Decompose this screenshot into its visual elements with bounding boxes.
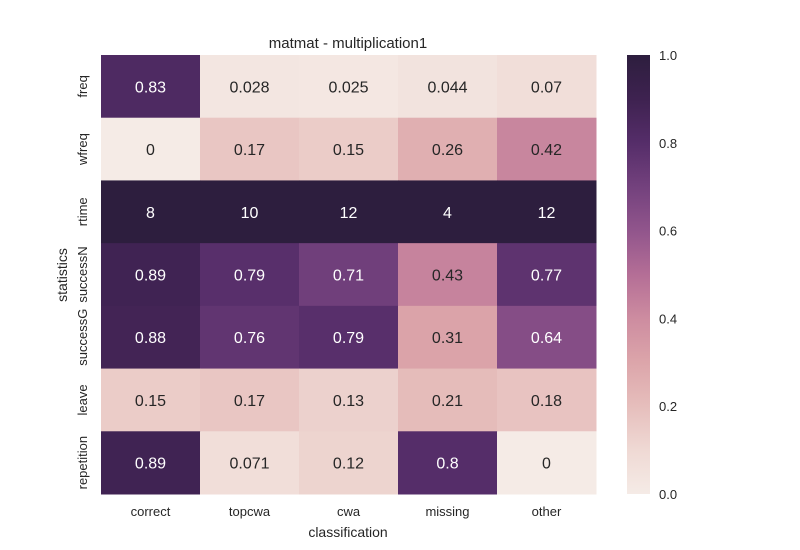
cell-value-label: 0.17 <box>234 393 265 410</box>
heatmap-cell <box>398 431 498 495</box>
heatmap-cell <box>101 55 201 119</box>
x-tick-label: missing <box>425 504 469 519</box>
cell-value-label: 12 <box>538 205 556 222</box>
cell-value-label: 0.64 <box>531 330 562 347</box>
heatmap-cell <box>398 180 498 244</box>
cell-value-label: 0 <box>146 142 155 159</box>
cell-value-label: 0.025 <box>328 79 368 96</box>
heatmap-cell <box>497 305 597 370</box>
colorbar <box>627 55 650 494</box>
cell-value-label: 12 <box>340 205 358 222</box>
heatmap-cell <box>101 117 201 181</box>
cell-value-label: 0.31 <box>432 330 463 347</box>
heatmap-cell <box>299 243 399 307</box>
chart-title: matmat - multiplication1 <box>269 35 427 52</box>
cell-value-label: 10 <box>241 205 259 222</box>
y-tick-label: successG <box>75 309 90 366</box>
cell-value-label: 0 <box>542 456 551 473</box>
cell-value-label: 0.13 <box>333 393 364 410</box>
heatmap-cell <box>398 305 498 370</box>
y-tick-label: repetition <box>75 436 90 489</box>
x-tick-labels: correct topcwa cwa missing other <box>131 504 562 519</box>
cell-value-label: 0.028 <box>229 79 269 96</box>
colorbar-tick-label: 0.8 <box>659 136 677 151</box>
heatmap-cell <box>299 180 399 244</box>
cell-value-label: 0.12 <box>333 456 364 473</box>
colorbar-tick-label: 1.0 <box>659 48 677 63</box>
heatmap-cell <box>398 243 498 307</box>
heatmap-cells: 0.83 0.028 0.025 0.044 0.07 0 0.17 0.15 0.26 0.42… <box>101 55 597 495</box>
cell-value-label: 0.88 <box>135 330 166 347</box>
heatmap-cell <box>398 117 498 181</box>
heatmap-cell <box>398 368 498 432</box>
heatmap-cell <box>101 243 201 307</box>
heatmap-cell <box>299 55 399 119</box>
cell-value-label: 0.42 <box>531 142 562 159</box>
cell-value-label: 0.17 <box>234 142 265 159</box>
cell-value-label: 0.15 <box>135 393 166 410</box>
x-tick-label: cwa <box>337 504 361 519</box>
y-tick-labels: freq wfreq rtime successN successG leave repet… <box>75 75 90 489</box>
cell-value-label: 0.77 <box>531 268 562 285</box>
y-axis-label: statistics <box>54 248 70 302</box>
x-tick-label: other <box>532 504 562 519</box>
colorbar-tick-label: 0.6 <box>659 224 677 239</box>
heatmap-cell <box>200 180 300 244</box>
y-tick-label: leave <box>75 384 90 415</box>
heatmap-cell <box>101 305 201 370</box>
cell-value-label: 0.044 <box>427 79 467 96</box>
heatmap-cell <box>398 55 498 119</box>
cell-value-label: 0.79 <box>234 268 265 285</box>
cell-value-label: 0.71 <box>333 268 364 285</box>
y-tick-label: freq <box>75 75 90 97</box>
x-axis-label: classification <box>308 524 387 540</box>
colorbar-tick-label: 0.2 <box>659 399 677 414</box>
y-tick-label: successN <box>75 246 90 302</box>
x-tick-label: topcwa <box>229 504 271 519</box>
heatmap-cell <box>200 431 300 495</box>
cell-value-label: 0.071 <box>229 456 269 473</box>
colorbar-tick-labels: 0.0 0.2 0.4 0.6 0.8 1.0 <box>659 48 677 502</box>
heatmap-cell <box>200 243 300 307</box>
x-tick-label: correct <box>131 504 171 519</box>
heatmap-cell <box>200 55 300 119</box>
heatmap-cell <box>101 368 201 432</box>
y-tick-label: wfreq <box>75 133 90 166</box>
heatmap-cell <box>497 243 597 307</box>
heatmap-cell <box>497 368 597 432</box>
heatmap-cell <box>299 305 399 370</box>
heatmap-cell <box>299 431 399 495</box>
y-tick-label: rtime <box>75 197 90 226</box>
cell-value-label: 0.21 <box>432 393 463 410</box>
heatmap-cell <box>200 117 300 181</box>
cell-value-label: 0.79 <box>333 330 364 347</box>
colorbar-tick-label: 0.4 <box>659 311 677 326</box>
colorbar-tick-label: 0.0 <box>659 487 677 502</box>
heatmap-cell <box>497 117 597 181</box>
cell-value-label: 0.43 <box>432 268 463 285</box>
cell-value-label: 0.26 <box>432 142 463 159</box>
cell-value-label: 0.8 <box>436 456 458 473</box>
heatmap-cell <box>200 368 300 432</box>
heatmap-cell <box>497 431 597 495</box>
heatmap-cell <box>299 368 399 432</box>
heatmap-cell <box>101 431 201 495</box>
cell-value-label: 8 <box>146 205 155 222</box>
heatmap-cell <box>299 117 399 181</box>
heatmap-cell <box>101 180 201 244</box>
cell-value-label: 0.15 <box>333 142 364 159</box>
cell-value-label: 0.89 <box>135 268 166 285</box>
heatmap-cell <box>497 55 597 119</box>
cell-value-label: 0.89 <box>135 456 166 473</box>
cell-value-label: 4 <box>443 205 452 222</box>
cell-value-label: 0.07 <box>531 79 562 96</box>
cell-value-label: 0.83 <box>135 79 166 96</box>
heatmap-cell <box>497 180 597 244</box>
cell-value-label: 0.76 <box>234 330 265 347</box>
heatmap-cell <box>200 305 300 370</box>
cell-value-label: 0.18 <box>531 393 562 410</box>
